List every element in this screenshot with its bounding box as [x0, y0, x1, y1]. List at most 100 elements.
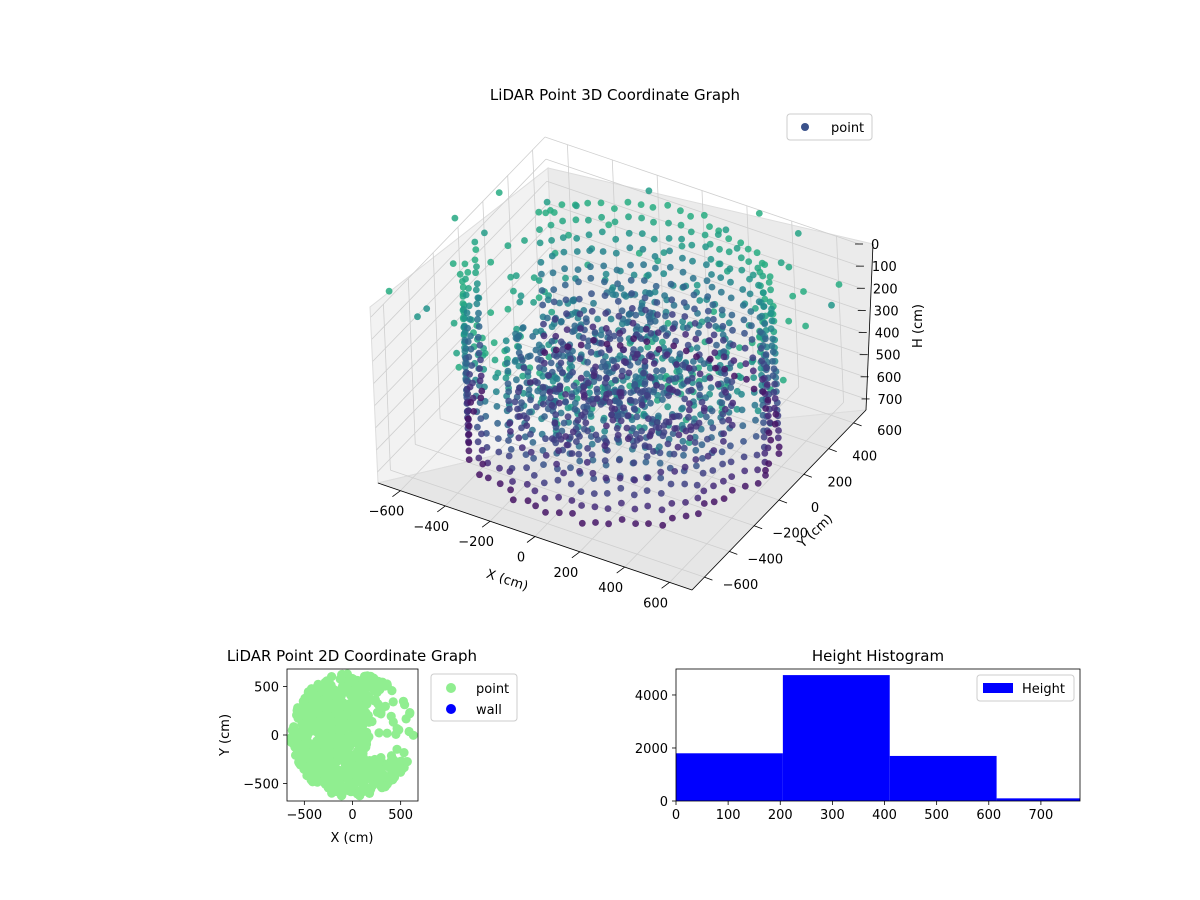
point-3d — [727, 458, 735, 466]
x-tick-label-3d: −200 — [458, 535, 494, 550]
point-3d — [727, 384, 735, 391]
point-3d — [757, 328, 764, 336]
point-3d — [608, 411, 615, 419]
point-3d — [706, 364, 714, 372]
point-3d — [725, 235, 733, 243]
point-3d — [520, 364, 528, 372]
legend-label-height: Height — [1022, 682, 1065, 697]
point-3d — [631, 505, 639, 513]
point-3d — [685, 413, 692, 421]
point-3d — [602, 394, 610, 402]
point-3d — [652, 282, 660, 290]
point-3d — [542, 509, 549, 516]
point-3d — [561, 281, 569, 289]
point-3d — [617, 484, 625, 492]
point-3d — [665, 377, 673, 384]
point-3d — [657, 373, 664, 381]
point-2d — [343, 685, 353, 695]
point-3d — [588, 307, 596, 315]
point-3d — [547, 221, 555, 229]
point-3d — [603, 422, 610, 430]
point-3d — [682, 499, 689, 506]
point-3d — [728, 486, 736, 494]
point-3d — [680, 299, 688, 306]
point-3d — [769, 335, 777, 343]
point-3d — [685, 406, 693, 414]
y-tick-label-3d: −600 — [723, 578, 759, 593]
point-3d — [553, 460, 560, 468]
point-3d — [541, 413, 548, 420]
point-3d — [775, 443, 783, 451]
point-2d — [376, 709, 386, 719]
point-3d — [558, 201, 566, 209]
point-3d — [536, 364, 543, 371]
point-3d — [590, 490, 598, 497]
point-3d — [671, 468, 679, 475]
point-3d — [700, 500, 708, 507]
point-3d — [515, 434, 523, 442]
point-3d — [481, 229, 488, 237]
point-3d — [538, 270, 545, 278]
point-3d — [565, 231, 572, 239]
point-3d — [471, 238, 479, 246]
point-3d — [540, 332, 548, 340]
point-3d — [562, 398, 569, 406]
point-3d — [681, 395, 689, 403]
point-3d — [714, 231, 722, 239]
point-3d — [465, 422, 473, 430]
point-3d — [664, 440, 672, 448]
point-3d — [532, 502, 539, 510]
y-tick-label-3d: 200 — [827, 475, 852, 490]
point-3d — [614, 280, 621, 288]
point-3d — [548, 338, 556, 345]
point-3d — [611, 205, 618, 213]
point-3d — [557, 338, 565, 346]
point-3d — [620, 358, 628, 365]
point-3d — [580, 383, 588, 391]
point-3d — [611, 397, 619, 404]
point-2d — [318, 702, 328, 712]
point-3d — [702, 243, 709, 251]
point-3d — [710, 498, 718, 506]
point-3d — [462, 275, 469, 283]
point-3d — [687, 212, 694, 220]
point-3d — [586, 389, 593, 397]
point-3d — [632, 311, 640, 319]
point-3d — [772, 410, 780, 418]
point-3d — [645, 271, 652, 279]
point-3d — [507, 486, 514, 494]
point-3d — [662, 332, 670, 339]
point-3d — [474, 438, 482, 446]
point-3d — [742, 360, 750, 368]
point-2d — [361, 742, 371, 752]
point-3d — [478, 446, 486, 454]
point-3d — [597, 349, 605, 357]
point-3d — [691, 305, 698, 313]
point-3d — [587, 410, 594, 418]
point-3d — [518, 399, 525, 407]
point-3d — [708, 271, 715, 278]
point-2d — [299, 764, 309, 774]
point-3d — [613, 425, 621, 432]
x-tick-label-3d: 0 — [517, 551, 525, 566]
point-3d — [764, 444, 772, 452]
point-3d — [766, 298, 774, 306]
point-3d — [579, 334, 587, 342]
point-3d — [710, 482, 717, 490]
point-3d — [760, 303, 768, 310]
point-3d — [632, 520, 639, 527]
point-3d — [557, 359, 565, 367]
point-3d — [601, 457, 609, 464]
point-3d — [684, 377, 691, 385]
x-tick-label-3d: −600 — [369, 505, 405, 520]
point-3d — [526, 379, 534, 386]
point-3d — [612, 235, 620, 243]
x-axis-label-3d: X (cm) — [484, 567, 530, 595]
point-3d — [630, 491, 638, 499]
point-3d — [605, 221, 613, 229]
point-3d — [755, 210, 763, 217]
point-3d — [745, 258, 753, 265]
point-3d — [680, 451, 687, 459]
point-3d — [750, 385, 758, 393]
point-3d — [462, 345, 470, 352]
